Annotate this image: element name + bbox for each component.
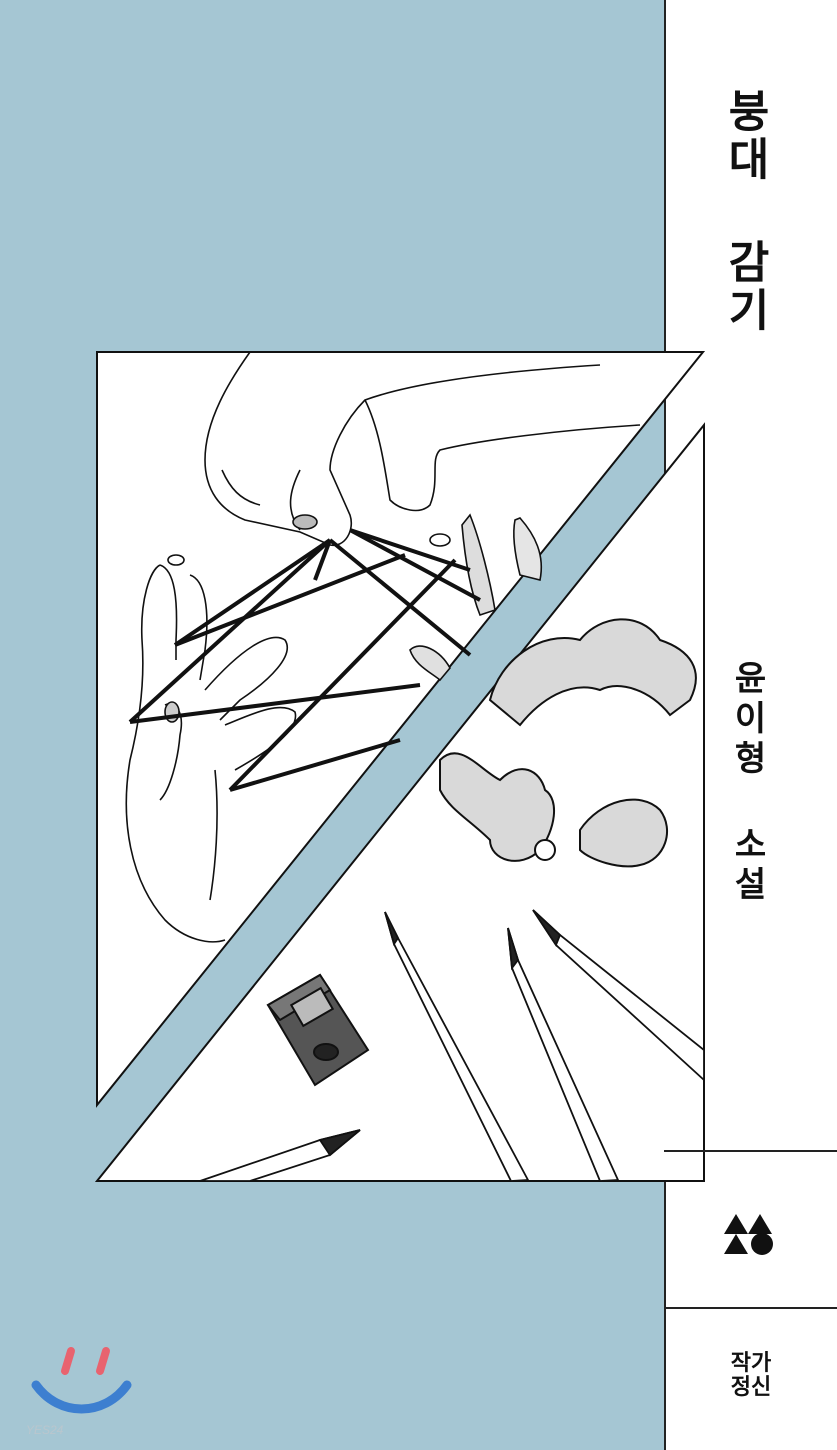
string-lines — [128, 528, 481, 792]
watermark-text: YES24 — [26, 1423, 64, 1437]
pencil-shavings — [439, 618, 697, 868]
spine-divider-bottom — [664, 1307, 837, 1309]
sharpener-icon — [266, 973, 370, 1087]
author-line: 윤이형 소설 — [727, 660, 767, 906]
hands-string-illustration — [125, 351, 641, 943]
book-title: 붕대 감기 — [719, 88, 770, 335]
smile-logo-icon — [31, 1347, 132, 1414]
triangle-circle-emblem-icon — [724, 1214, 773, 1255]
publisher-name: 작가정신 — [730, 1351, 772, 1400]
spine-divider-top — [664, 1150, 837, 1152]
pencil-icon — [199, 909, 705, 1182]
